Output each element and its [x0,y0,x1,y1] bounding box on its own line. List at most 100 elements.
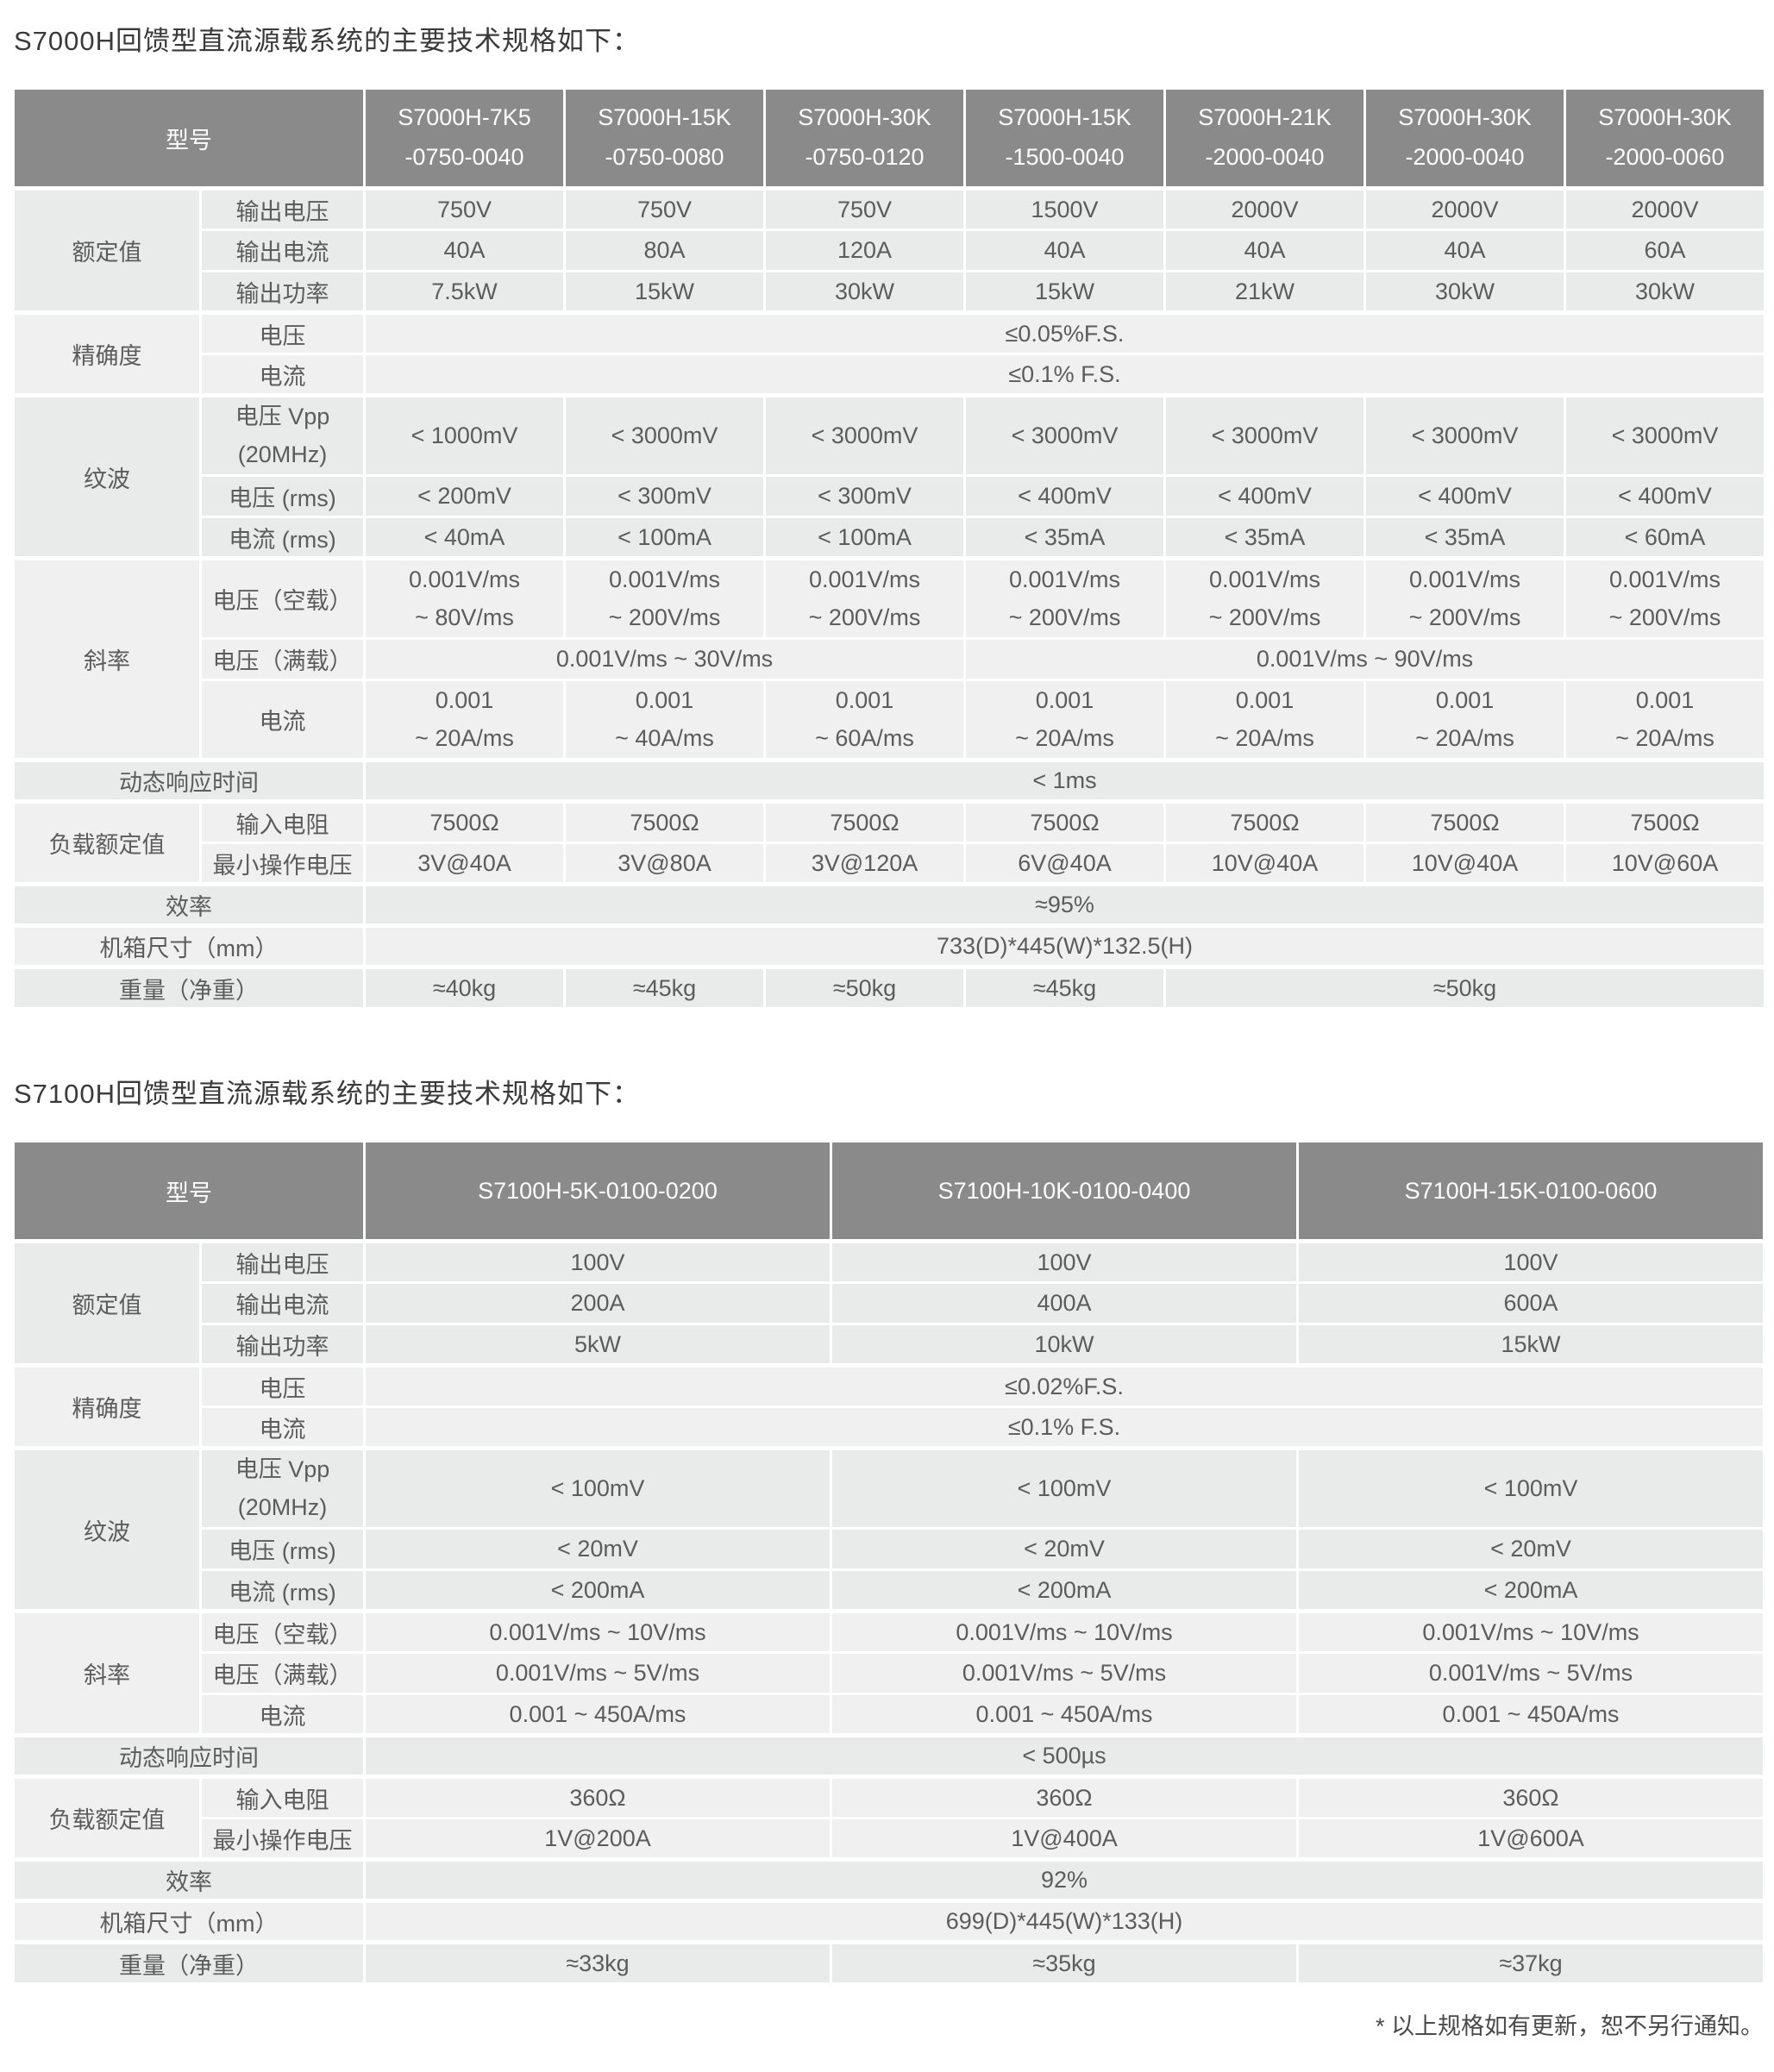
row-label-weight: 重量（净重） [12,965,366,1010]
value-line2: ~ 40A/ms [615,724,714,751]
row-accuracy-voltage: 精确度 电压 ≤0.05%F.S. [12,310,1766,397]
value-cell: 30kW [763,270,966,314]
sub-label: 电流 (rms) [199,1568,366,1612]
value-cell: 600A [1296,1281,1765,1325]
value-line1: 0.001V/ms [1208,566,1321,592]
value-cell: 80A [563,228,766,272]
row-weight: 重量（净重） ≈33kg ≈35kg ≈37kg [12,1940,1765,1985]
row-output-power: 输出功率 7.5kW 15kW 30kW 15kW 21kW 30kW 30kW [14,270,1766,314]
value-cell: 7.5kW [363,270,566,314]
sub-label: 最小操作电压 [199,842,366,886]
model-header-cell: S7000H-7K5 -0750-0040 [363,87,566,191]
group-label-load-rating: 负载额定值 [12,1775,202,1861]
row-dynamic-response: 动态响应时间 < 500µs [12,1733,1765,1778]
row-label-dynamic-response: 动态响应时间 [12,758,366,803]
value-line1: 0.001 [1035,686,1094,713]
group-label-load-rating: 负载额定值 [12,799,202,886]
group-label-ripple: 纹波 [12,1446,202,1612]
row-min-operating-voltage: 最小操作电压 3V@40A 3V@80A 3V@120A 6V@40A 10V@… [14,842,1766,886]
value-cell: 30kW [1363,270,1566,314]
value-line1: 0.001 [1635,686,1695,713]
row-slew-current: 电流 0.001 ~ 20A/ms 0.001 ~ 40A/ms 0.001 ~ 60… [14,679,1766,761]
value-cell: 0.001 ~ 20A/ms [1363,679,1566,761]
value-cell: < 35mA [1363,516,1566,560]
group-label-accuracy: 精确度 [12,1363,202,1449]
value-cell: < 100mV [363,1446,832,1530]
value-cell: 100V [363,1239,832,1284]
value-cell: < 200mA [830,1568,1299,1612]
value-cell: ≈33kg [363,1940,832,1985]
row-min-operating-voltage: 最小操作电压 1V@200A 1V@400A 1V@600A [14,1817,1765,1861]
value-cell-merged: ≤0.1% F.S. [363,353,1766,397]
model-line1: S7000H-30K [1398,104,1532,131]
row-slew-voltage-noload: 斜率 电压（空载） 0.001V/ms ~ 80V/ms 0.001V/ms ~ 2… [12,556,1766,761]
model-line2: -2000-0040 [1205,144,1325,170]
row-chassis-size: 机箱尺寸（mm） 733(D)*445(W)*132.5(H) [12,923,1766,968]
value-line1: 0.001V/ms [1008,566,1121,592]
corner-model-label: 型号 [12,1140,366,1243]
model-line2: -2000-0060 [1605,144,1725,170]
value-cell: 5kW [363,1323,832,1367]
sub-label: 电压 Vpp (20MHz) [199,1446,366,1530]
sub-label-line2: (20MHz) [237,1493,328,1520]
value-cell: 360Ω [830,1775,1299,1819]
value-cell: < 400mV [1363,474,1566,518]
value-line2: ~ 20A/ms [1415,724,1514,751]
value-cell: 10kW [830,1323,1299,1367]
model-header-cell: S7000H-30K -2000-0040 [1363,87,1566,191]
row-output-voltage: 额定值 输出电压 750V 750V 750V 1500V 2000V 2000… [12,186,1766,314]
value-cell: < 400mV [1163,474,1366,518]
row-label-chassis-size: 机箱尺寸（mm） [12,923,366,968]
value-line1: 0.001V/ms [808,566,921,592]
sub-label: 输出电压 [199,186,366,231]
value-cell: 0.001V/ms ~ 5V/ms [363,1651,832,1695]
page-title-s7000h: S7000H回馈型直流源载系统的主要技术规格如下： [14,26,641,56]
value-cell-merged: ≤0.02%F.S. [363,1363,1765,1408]
value-cell: < 200mA [1296,1568,1765,1612]
sub-label: 输出功率 [199,270,366,314]
value-line2: ~ 200V/ms [608,604,721,630]
value-line2: ~ 200V/ms [1408,604,1521,630]
value-cell: 10V@40A [1363,842,1566,886]
row-ripple-vrms: 电压 (rms) < 20mV < 20mV < 20mV [14,1527,1765,1571]
sub-label-line2: (20MHz) [237,441,328,467]
value-cell: < 3000mV [563,393,766,477]
value-line1: 0.001V/ms [608,566,721,592]
value-cell: 0.001 ~ 20A/ms [363,679,566,761]
corner-model-label: 型号 [12,87,366,191]
row-slew-voltage-fullload: 电压（满载） 0.001V/ms ~ 5V/ms 0.001V/ms ~ 5V/… [14,1651,1765,1695]
sub-label-line1: 电压 Vpp [235,1455,330,1482]
row-slew-current: 电流 0.001 ~ 450A/ms 0.001 ~ 450A/ms 0.001… [14,1693,1765,1737]
value-cell-merged: ≈95% [363,882,1766,927]
value-cell: 0.001V/ms ~ 200V/ms [763,556,966,640]
row-efficiency: 效率 92% [12,1857,1765,1902]
value-cell: 1V@600A [1296,1817,1765,1861]
value-cell: ≈45kg [563,965,766,1010]
value-cell: 0.001V/ms ~ 200V/ms [1163,556,1366,640]
value-cell: 10V@40A [1163,842,1366,886]
value-cell: 15kW [563,270,766,314]
sub-label: 电压（空载） [199,1609,366,1654]
value-cell: 360Ω [1296,1775,1765,1819]
model-line2: -0750-0120 [805,144,925,170]
value-cell: 120A [763,228,966,272]
value-cell: 0.001V/ms ~ 5V/ms [830,1651,1299,1695]
model-header-row: 型号 S7000H-7K5 -0750-0040 S7000H-15K -0750-… [12,87,1766,191]
value-cell: 40A [363,228,566,272]
sub-label: 输出电压 [199,1239,366,1284]
sub-label: 电流 [199,1693,366,1737]
value-cell: 0.001V/ms ~ 200V/ms [1363,556,1566,640]
model-line1: S7000H-30K [798,104,931,131]
value-line1: 0.001 [835,686,894,713]
value-cell: 750V [763,186,966,231]
value-cell: 1V@400A [830,1817,1299,1861]
group-label-rated: 额定值 [12,1239,202,1367]
value-cell: < 3000mV [1363,393,1566,477]
group-label-slew: 斜率 [12,556,202,761]
value-cell: < 3000mV [963,393,1166,477]
value-line1: 0.001V/ms [408,566,521,592]
value-cell: < 1000mV [363,393,566,477]
model-line1: S7000H-7K5 [398,104,531,131]
value-cell: 0.001 ~ 450A/ms [363,1693,832,1737]
value-cell: < 100mA [763,516,966,560]
